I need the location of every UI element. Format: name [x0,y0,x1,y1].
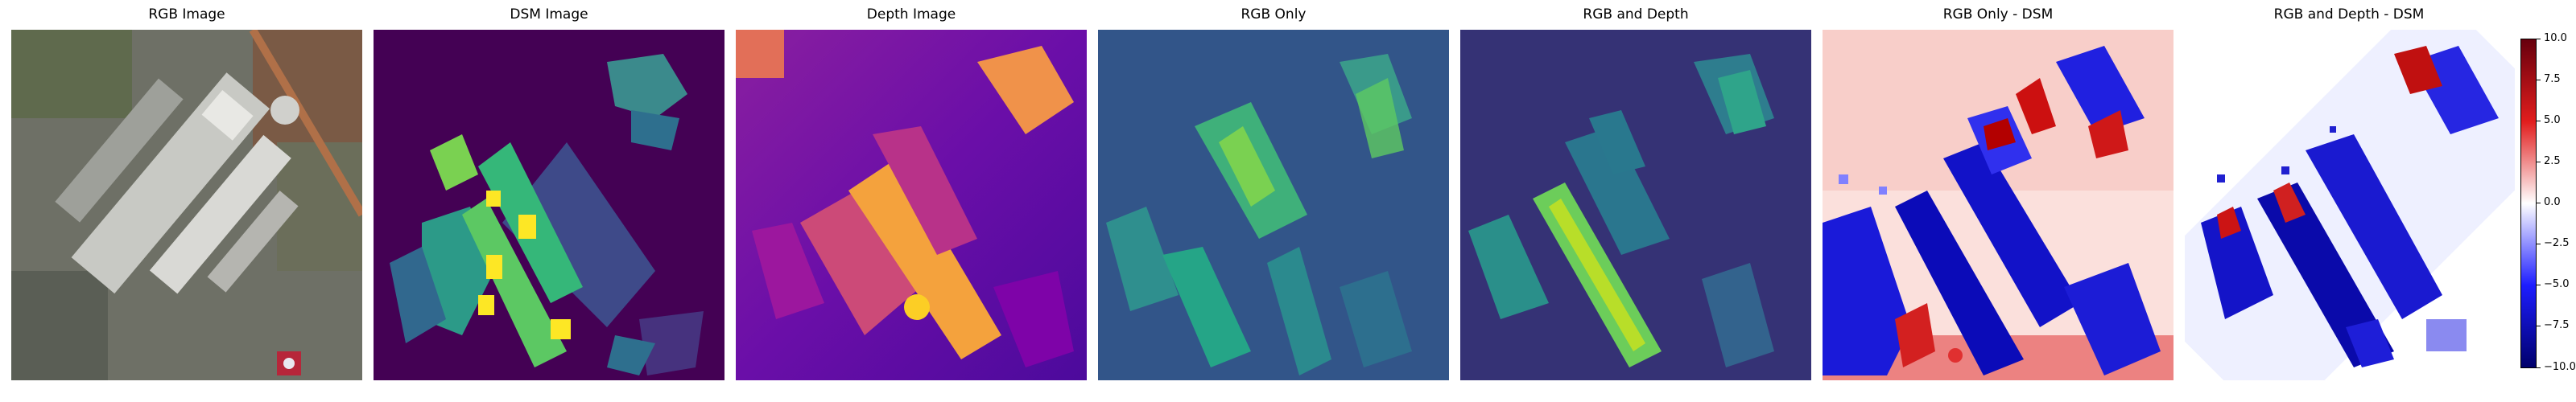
colorbar-tick-label: 2.5 [2544,155,2561,167]
panel-dsm-image: DSM Image [374,0,724,402]
rgb-only-error-map [1823,30,2174,380]
colorbar-tick-label: 10.0 [2544,32,2567,44]
colorbar-tick-label: −7.5 [2544,319,2570,331]
rgb-and-depth-error-map [2185,30,2515,380]
panel-title: RGB Only [1241,6,1307,23]
colorbar-tick-label: 0.0 [2544,196,2561,208]
panel-title: RGB Only - DSM [1942,6,2054,23]
dsm-image [374,30,724,380]
panel-rgb-only: RGB Only [1098,0,1449,402]
panel-depth-image: Depth Image [736,0,1087,402]
panel-rgb-and-depth: RGB and Depth [1460,0,1811,402]
panel-title: RGB Image [148,6,225,23]
colorbar-tick-label: 5.0 [2544,114,2561,126]
colorbar-tick-label: −5.0 [2544,278,2570,290]
colorbar-tick [2537,367,2541,368]
panel-rgb-and-depth-minus-dsm: RGB and Depth - DSM [2174,0,2524,402]
rgb-image [11,30,362,380]
depth-image [736,30,1087,380]
colorbar-tick-label: 7.5 [2544,73,2561,85]
panel-title: RGB and Depth [1583,6,1689,23]
colorbar [2520,39,2537,368]
rgb-only-prediction [1098,30,1449,380]
colorbar-tick-label: −2.5 [2544,237,2570,249]
panel-title: Depth Image [866,6,956,23]
panel-rgb-only-minus-dsm: RGB Only - DSM [1823,0,2174,402]
colorbar-tick-label: −10.0 [2544,361,2576,373]
panel-rgb-image: RGB Image [11,0,362,402]
panel-title: RGB and Depth - DSM [2273,6,2425,23]
panel-title: DSM Image [510,6,588,23]
rgb-and-depth-prediction [1460,30,1811,380]
